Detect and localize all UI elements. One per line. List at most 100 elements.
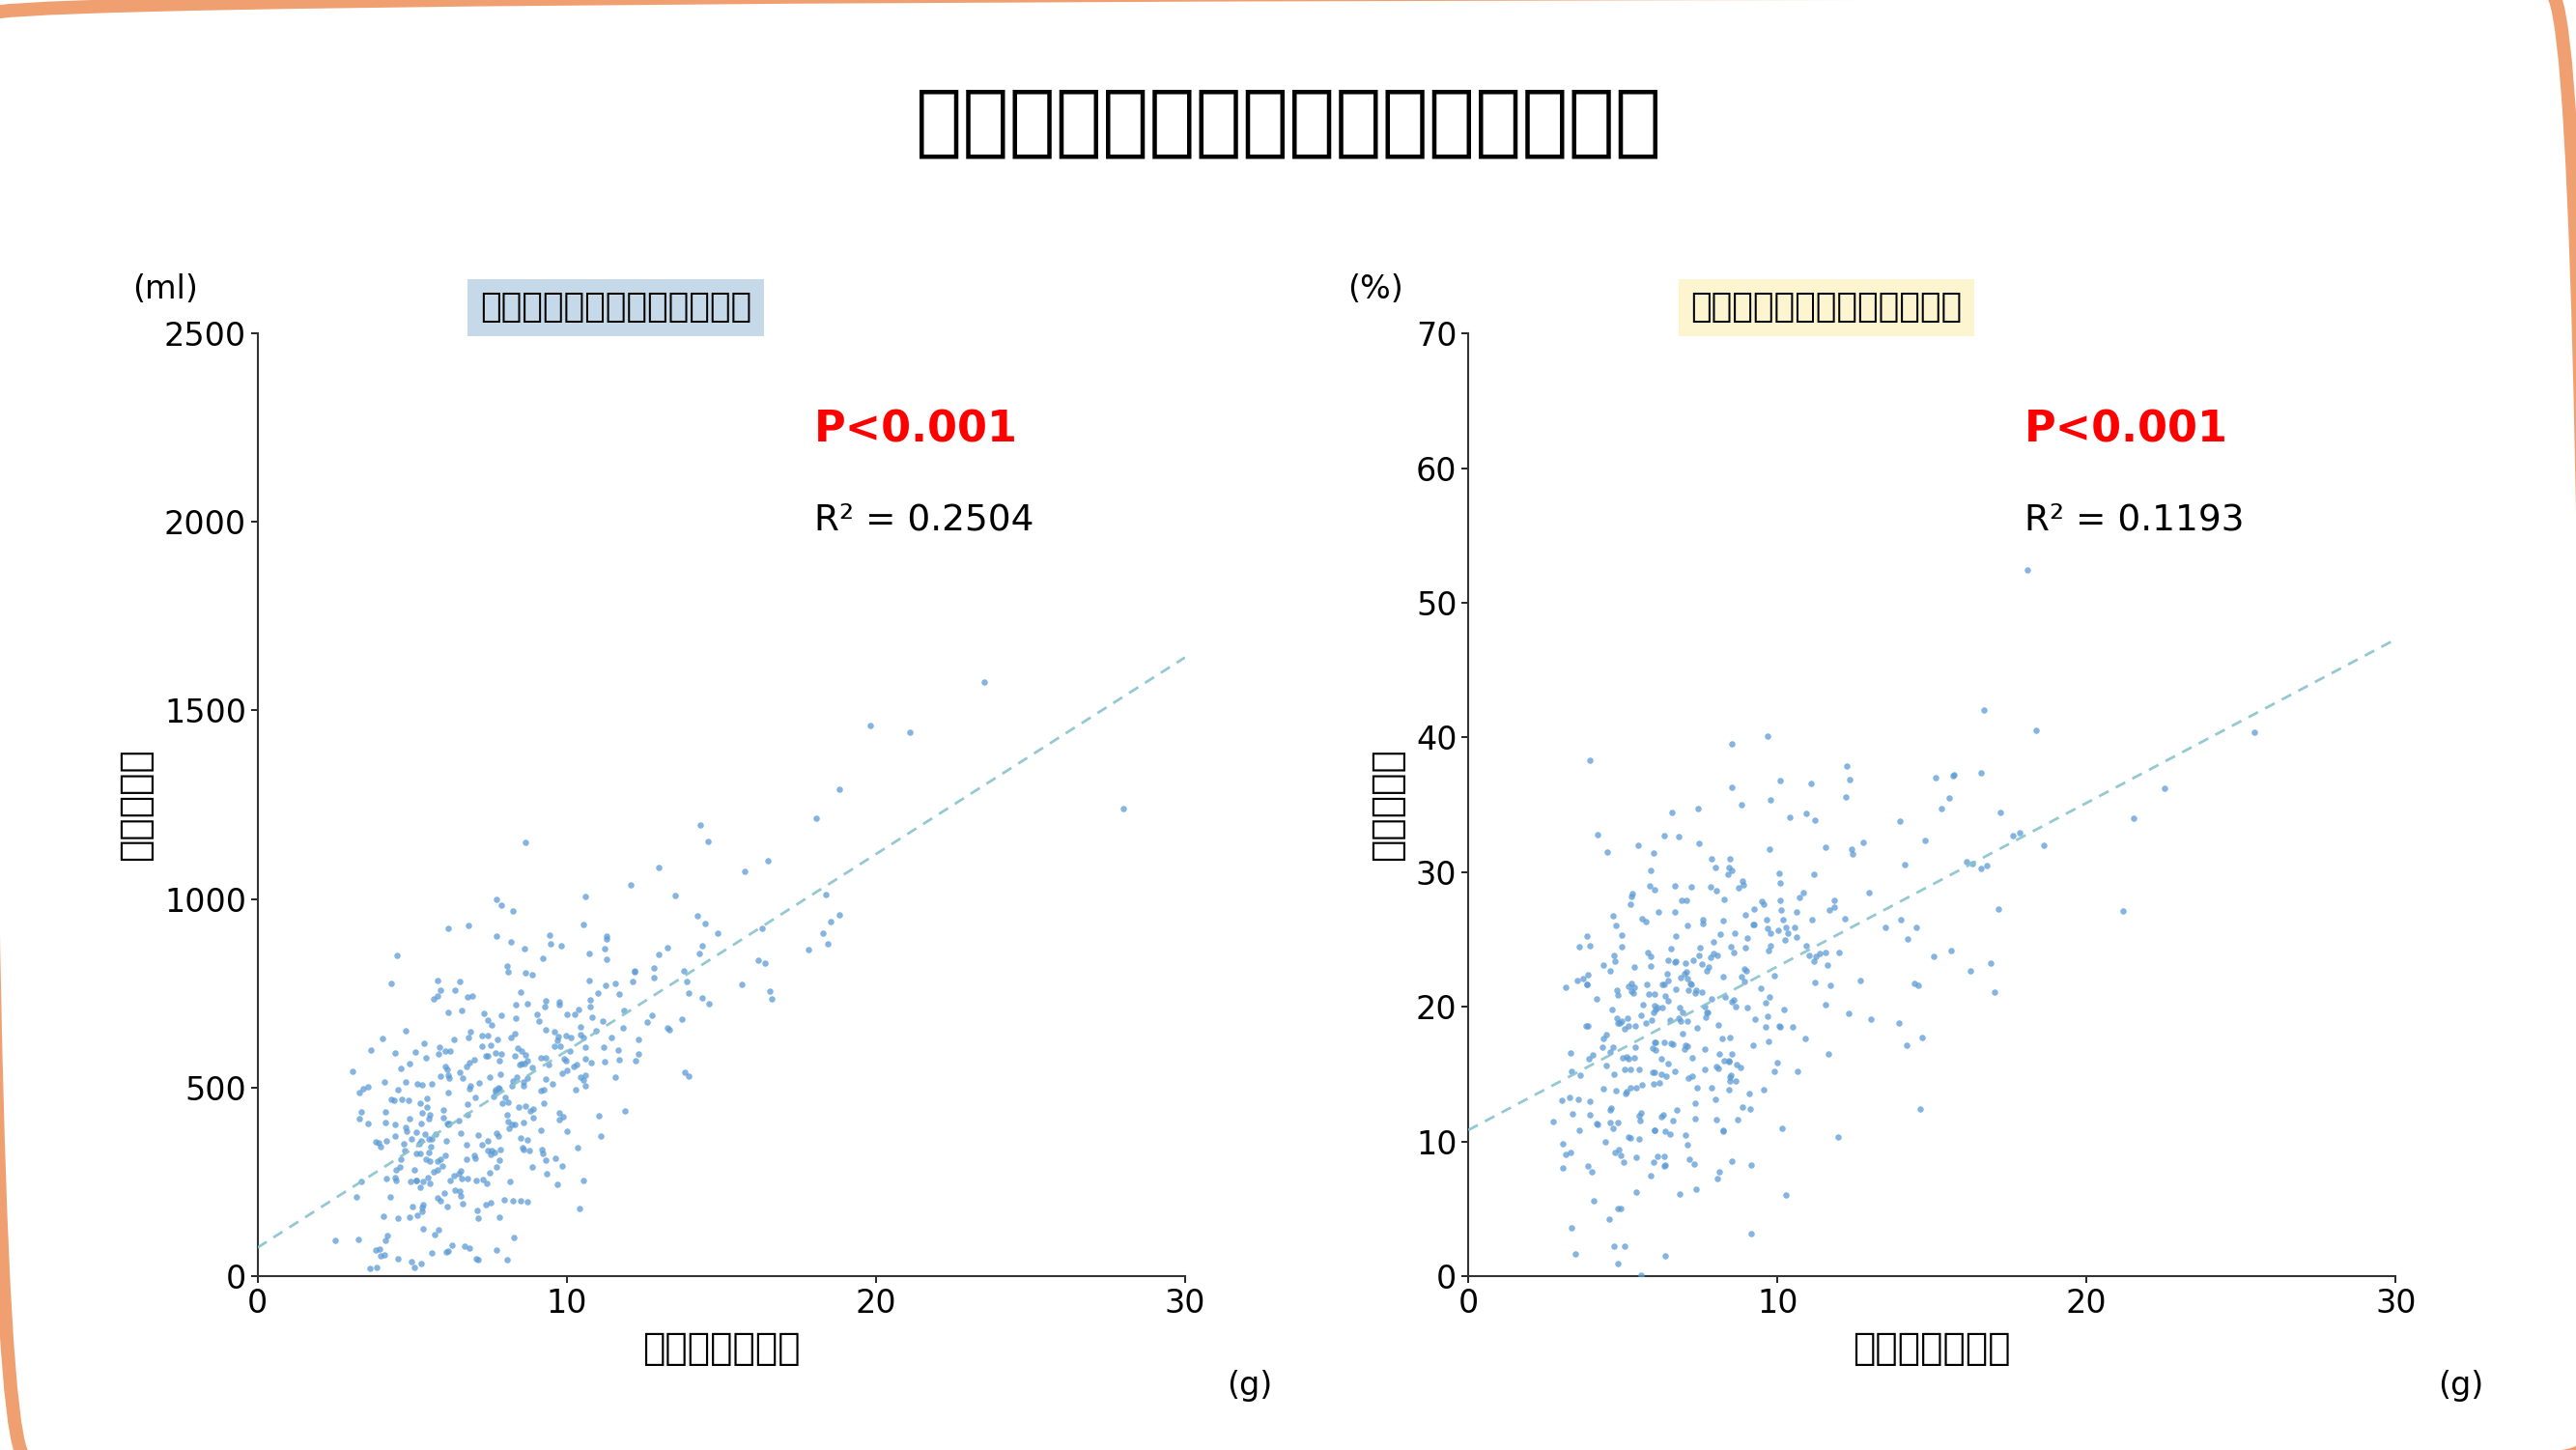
- Point: [680, 813, 721, 837]
- Point: [1728, 1082, 1770, 1105]
- Point: [1641, 1063, 1682, 1086]
- Point: [389, 1053, 430, 1076]
- Point: [366, 1167, 407, 1190]
- Point: [1595, 1141, 1636, 1164]
- Point: [1669, 1147, 1710, 1170]
- Point: [448, 1027, 489, 1050]
- Point: [397, 1073, 438, 1096]
- Point: [1726, 958, 1767, 982]
- Point: [538, 1101, 580, 1124]
- Point: [1615, 1035, 1656, 1058]
- Point: [500, 1053, 541, 1076]
- Point: [598, 1038, 639, 1061]
- Point: [1765, 928, 1806, 951]
- Point: [1672, 1047, 1713, 1070]
- Point: [1747, 916, 1788, 940]
- Point: [1649, 989, 1690, 1012]
- Point: [497, 1095, 538, 1118]
- Point: [1584, 1054, 1625, 1077]
- Point: [819, 777, 860, 800]
- Point: [1674, 1177, 1716, 1201]
- Point: [477, 1125, 518, 1148]
- Point: [1708, 1050, 1749, 1073]
- Point: [1734, 1008, 1775, 1031]
- Point: [407, 1166, 448, 1189]
- Point: [438, 1163, 479, 1186]
- Point: [1659, 1009, 1700, 1032]
- Point: [502, 1074, 544, 1098]
- Point: [1667, 967, 1708, 990]
- Point: [471, 1138, 513, 1161]
- Point: [428, 1067, 469, 1090]
- Point: [374, 1041, 415, 1064]
- Point: [1811, 973, 1852, 996]
- Point: [381, 1147, 422, 1170]
- Point: [1777, 900, 1819, 924]
- Point: [482, 1092, 523, 1115]
- Point: [1597, 983, 1638, 1006]
- Point: [412, 1073, 453, 1096]
- Point: [1589, 1041, 1631, 1064]
- Point: [1978, 898, 2020, 921]
- Point: [1765, 998, 1806, 1021]
- Point: [448, 1093, 489, 1116]
- Text: 推定食塩摂取量と夜間尿量率: 推定食塩摂取量と夜間尿量率: [1690, 291, 1963, 325]
- Point: [487, 1090, 528, 1114]
- Point: [1633, 1061, 1674, 1085]
- Point: [1595, 944, 1636, 967]
- Point: [1566, 925, 1607, 948]
- Point: [448, 1237, 489, 1260]
- Point: [1677, 1016, 1718, 1040]
- Point: [502, 1137, 544, 1160]
- Point: [1806, 993, 1847, 1016]
- Point: [433, 1164, 474, 1188]
- Point: [355, 1238, 397, 1262]
- Point: [1749, 940, 1790, 963]
- Point: [1667, 1066, 1708, 1089]
- Point: [471, 1014, 513, 1037]
- Point: [1726, 996, 1767, 1019]
- Point: [417, 969, 459, 992]
- Point: [502, 1051, 544, 1074]
- Point: [461, 1132, 502, 1156]
- Point: [443, 1192, 484, 1215]
- Point: [404, 1122, 446, 1146]
- Point: [1981, 800, 2022, 824]
- Point: [1687, 956, 1728, 979]
- Point: [677, 942, 719, 966]
- Point: [1605, 1045, 1646, 1069]
- Point: [1662, 1022, 1703, 1045]
- Point: [479, 1077, 520, 1101]
- Point: [477, 1156, 518, 1179]
- Point: [1932, 764, 1973, 787]
- Point: [1672, 1064, 1713, 1088]
- Point: [1899, 973, 1940, 996]
- Point: [1747, 908, 1788, 931]
- Point: [487, 954, 528, 977]
- Text: P<0.001: P<0.001: [814, 409, 1018, 451]
- Point: [343, 1077, 384, 1101]
- Point: [340, 1101, 381, 1124]
- Point: [1669, 972, 1710, 995]
- Point: [361, 1135, 402, 1159]
- Point: [500, 1127, 541, 1150]
- Point: [809, 911, 850, 934]
- Point: [448, 914, 489, 937]
- Point: [1618, 1128, 1659, 1151]
- Point: [1723, 957, 1765, 980]
- Point: [1649, 1008, 1690, 1031]
- Point: [582, 1035, 623, 1058]
- Point: [428, 1112, 469, 1135]
- Point: [340, 1108, 381, 1131]
- Point: [1721, 1056, 1762, 1079]
- Point: [587, 947, 629, 970]
- Point: [580, 1125, 621, 1148]
- Point: [1613, 882, 1654, 905]
- Point: [495, 993, 536, 1016]
- Point: [428, 1082, 469, 1105]
- Point: [1914, 766, 1955, 789]
- Point: [1638, 996, 1680, 1019]
- Point: [665, 1060, 706, 1083]
- Point: [350, 1038, 392, 1061]
- Point: [466, 1044, 507, 1067]
